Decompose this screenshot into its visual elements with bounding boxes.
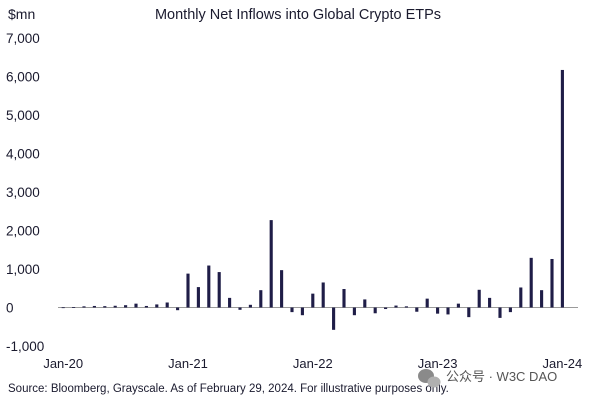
bar-2021-12	[300, 307, 304, 316]
bar-2022-07	[373, 307, 377, 314]
bar-2022-02	[321, 282, 325, 308]
watermark: 公众号 · W3C DAO	[418, 369, 557, 388]
y-tick-label: -1,000	[6, 339, 44, 354]
bar-2023-05	[477, 289, 481, 308]
y-tick-label: 2,000	[6, 224, 40, 239]
bar-2023-01	[436, 307, 440, 314]
bar-2021-01	[186, 273, 190, 308]
bar-2020-10	[155, 304, 159, 308]
bar-2023-06	[488, 297, 492, 308]
y-tick-label: 6,000	[6, 70, 40, 85]
x-tick-label: Jan-21	[168, 356, 208, 371]
bar-2021-07	[248, 304, 252, 308]
bar-2021-11	[290, 307, 294, 313]
y-unit-label: $mn	[8, 6, 35, 22]
bar-2020-07	[124, 305, 128, 308]
x-tick-label: Jan-22	[293, 356, 333, 371]
bar-2020-01	[61, 307, 65, 309]
bars	[61, 69, 564, 330]
bar-2021-05	[228, 297, 232, 308]
bar-2021-04	[217, 272, 221, 308]
bar-2023-12	[550, 258, 554, 308]
bar-2020-12	[176, 307, 180, 311]
y-tick-label: 1,000	[6, 262, 40, 277]
bar-2023-03	[456, 303, 460, 308]
bar-2022-09	[394, 305, 398, 308]
bar-2020-09	[144, 305, 148, 308]
bar-2020-03	[82, 306, 86, 308]
bar-2023-07	[498, 307, 502, 318]
bar-2023-11	[540, 290, 544, 308]
bar-2021-03	[207, 265, 211, 308]
bar-2023-04	[467, 307, 471, 318]
y-tick-label: 0	[6, 301, 14, 316]
bar-2022-01	[311, 293, 315, 308]
source-note: Source: Bloomberg, Grayscale. As of Febr…	[8, 383, 449, 395]
bar-2023-10	[529, 257, 533, 308]
bar-2020-08	[134, 303, 138, 308]
y-tick-label: 5,000	[6, 108, 40, 123]
bar-2020-04	[92, 305, 96, 308]
x-axis-ticks: Jan-20 Jan-21 Jan-22 Jan-23 Jan-24	[43, 356, 582, 371]
x-tick-label: Jan-23	[418, 356, 458, 371]
bar-2023-02	[446, 307, 450, 315]
y-tick-label: 4,000	[6, 147, 40, 162]
bar-2021-08	[259, 290, 263, 308]
watermark-text: 公众号 · W3C DAO	[446, 369, 557, 384]
bar-2022-10	[404, 306, 408, 308]
bar-2024-01	[560, 69, 564, 308]
bar-2021-09	[269, 220, 273, 308]
bar-2021-02	[196, 287, 200, 308]
bar-2020-02	[72, 307, 76, 308]
bar-2020-06	[113, 305, 117, 308]
y-tick-label: 3,000	[6, 185, 40, 200]
bar-2022-03	[332, 307, 336, 330]
y-tick-label: 7,000	[6, 31, 40, 46]
bar-2020-05	[103, 306, 107, 308]
bar-2021-10	[280, 270, 284, 308]
bar-2022-11	[415, 307, 419, 312]
bar-2022-06	[363, 299, 367, 308]
wechat-icon	[418, 369, 441, 388]
bar-2020-11	[165, 302, 169, 308]
bar-2021-06	[238, 307, 242, 310]
bar-2023-08	[508, 307, 512, 313]
bar-2022-04	[342, 289, 346, 308]
y-axis-ticks: 7,000 6,000 5,000 4,000 3,000 2,000 1,000 0 -1,0…	[6, 31, 44, 354]
bar-2022-08	[384, 307, 388, 310]
chart-title: Monthly Net Inflows into Global Crypto E…	[155, 7, 441, 23]
x-tick-label: Jan-24	[543, 356, 583, 371]
bar-2022-05	[352, 307, 356, 316]
bar-2022-12	[425, 298, 429, 308]
x-tick-label: Jan-20	[43, 356, 83, 371]
bar-2023-09	[519, 287, 523, 308]
